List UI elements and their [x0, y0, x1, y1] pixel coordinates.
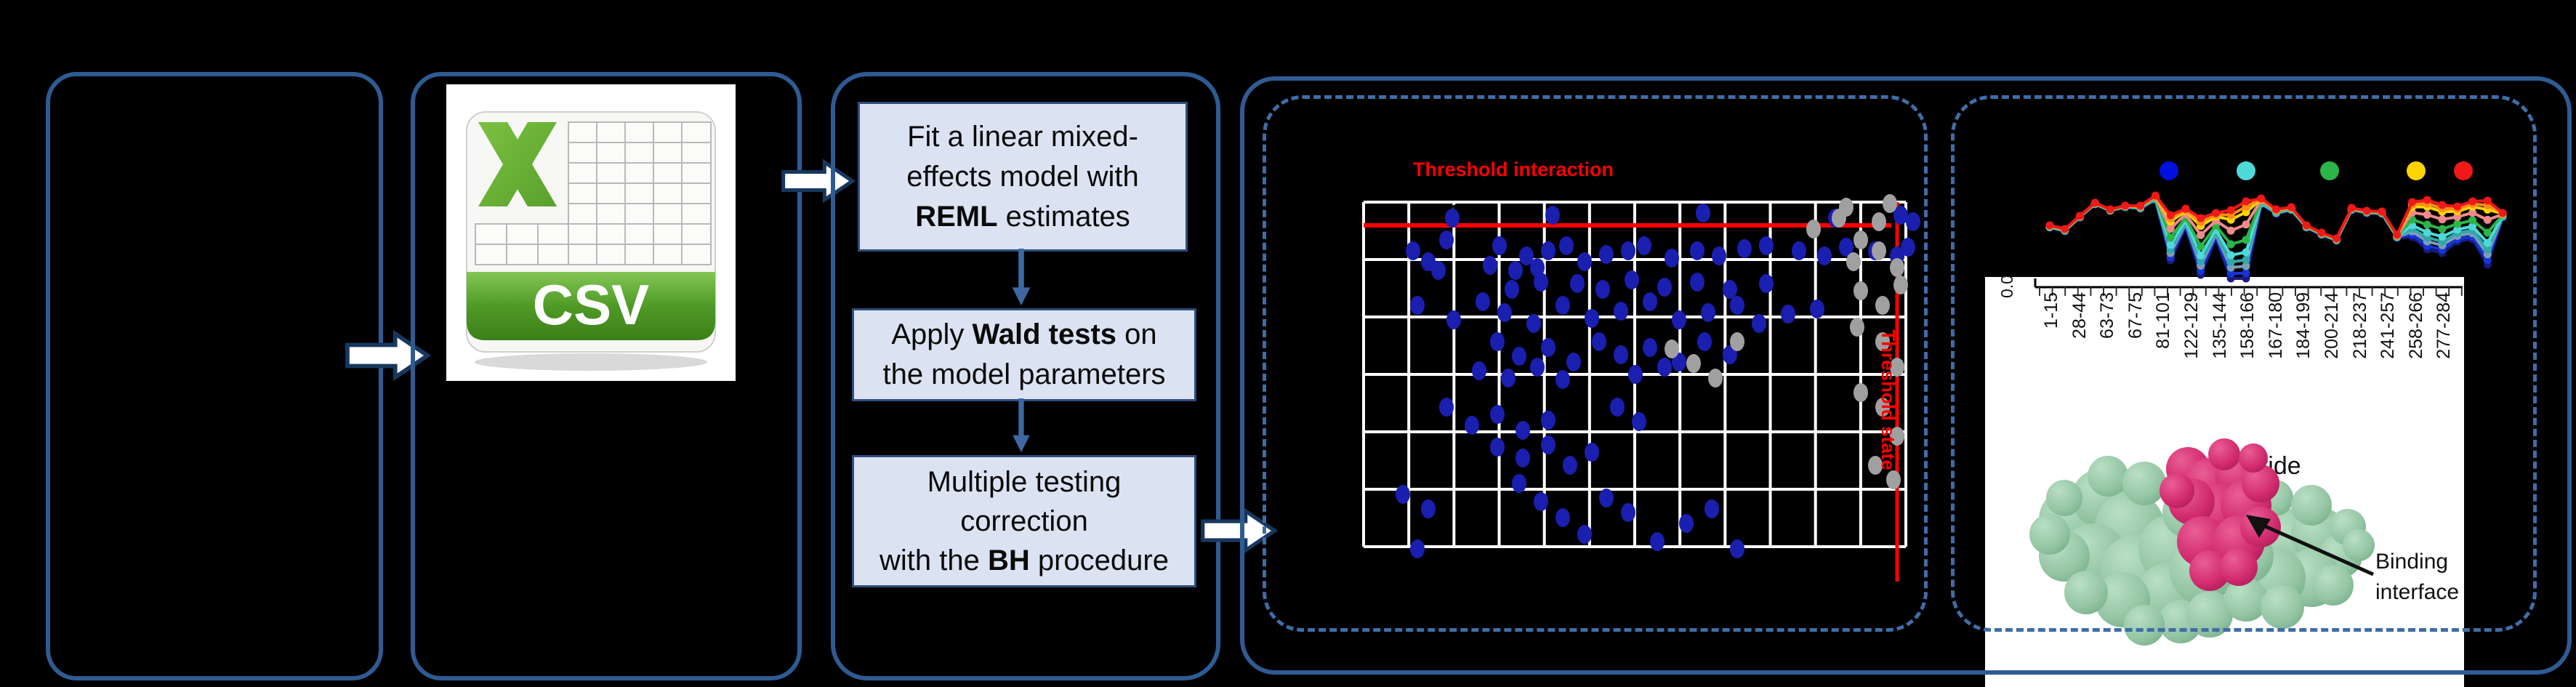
down-arrow-icon: [1012, 249, 1031, 306]
binding-interface-arrow-icon: [2246, 515, 2375, 576]
flow-step-wald-tests: Apply Wald tests on the model parameters: [852, 308, 1196, 401]
excel-x-glyph: [478, 122, 557, 206]
uptake-x-axis: [2034, 278, 2463, 296]
panel-input-empty: [46, 72, 383, 680]
flow-step-fit-model: Fit a linear mixed-effects model with REM…: [858, 102, 1188, 252]
protein-binding-region: [2160, 438, 2281, 591]
csv-label: CSV: [533, 273, 649, 337]
panel-flowchart: [831, 72, 1220, 680]
spreadsheet-grid: [475, 121, 712, 265]
scatter-plot: [1362, 194, 1920, 582]
scatter-title: Threshold interaction: [1412, 158, 1614, 180]
uptake-line-chart: [2045, 161, 2507, 283]
binding-interface-label: Binding interface: [2375, 550, 2460, 604]
panel-results-outer: [1240, 76, 2572, 675]
csv-file-icon: CSV: [446, 84, 736, 381]
panel-csv: [411, 72, 802, 680]
panel-scatter-dashed: [1263, 95, 1928, 632]
flow-step-bh-correction: Multiple testing correction with the BH pr…: [852, 455, 1196, 587]
panel-uptake-dashed: [1951, 95, 2537, 632]
right-block-arrow-icon: [1201, 507, 1279, 554]
down-arrow-icon: [1013, 398, 1030, 453]
